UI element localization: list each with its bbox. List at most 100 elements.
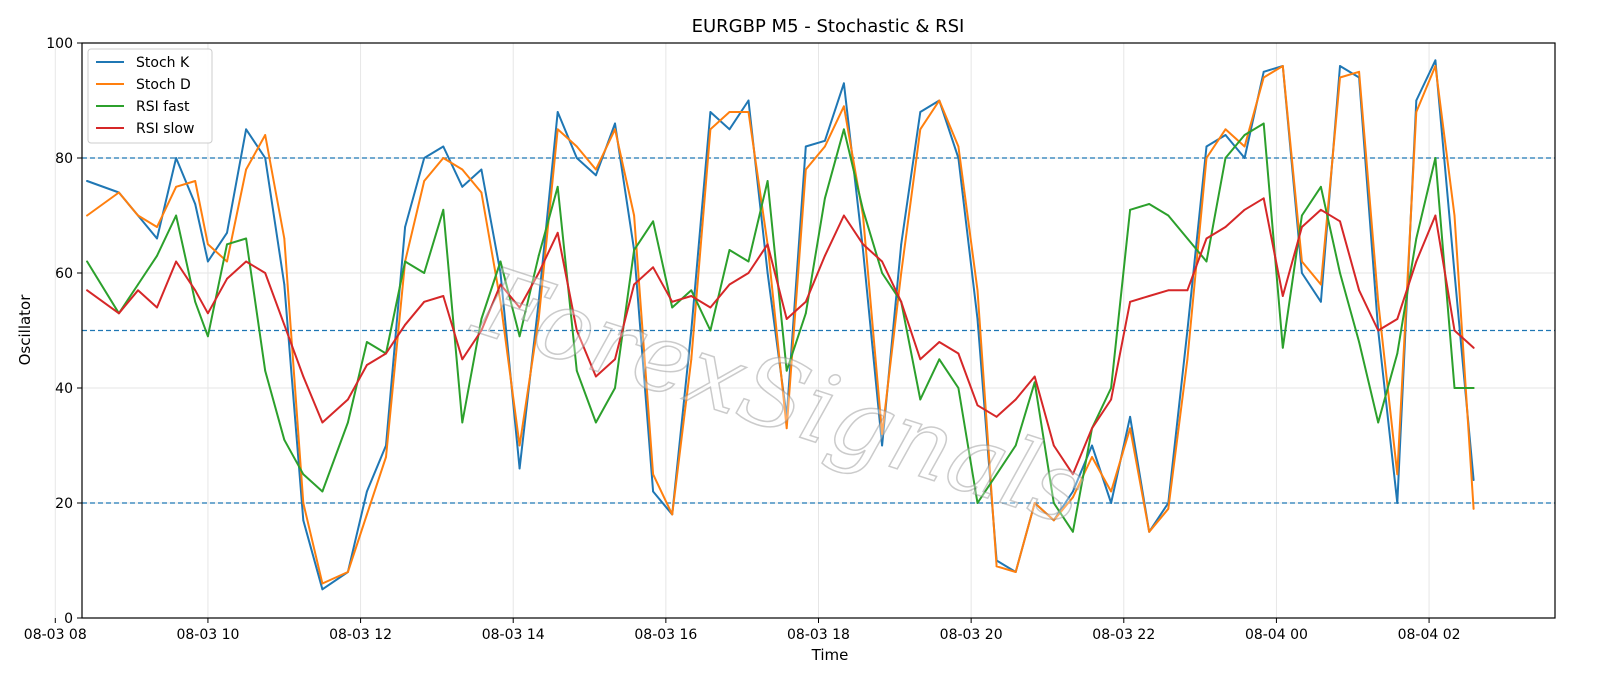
data-point-rsi-slow [1320, 208, 1322, 211]
data-point-stoch-k [480, 168, 483, 171]
series-lines [86, 59, 1475, 591]
data-point-stoch-d [423, 180, 426, 182]
data-point-stoch-d [518, 444, 521, 447]
data-point-stoch-k [652, 490, 654, 493]
data-point-rsi-fast [633, 249, 635, 251]
data-point-stoch-d [556, 128, 559, 131]
data-point-rsi-fast [245, 237, 248, 240]
data-point-rsi-slow [347, 398, 349, 401]
data-point-rsi-fast [614, 387, 616, 389]
data-point-rsi-slow [919, 358, 922, 361]
data-point-stoch-k [321, 588, 324, 591]
data-point-stoch-d [1396, 473, 1399, 476]
data-point-stoch-d [1033, 502, 1036, 504]
data-point-stoch-k [728, 128, 731, 131]
data-point-rsi-fast [785, 369, 788, 372]
data-point-stoch-k [302, 519, 305, 522]
data-point-rsi-fast [1243, 134, 1246, 136]
data-point-rsi-slow [423, 300, 426, 303]
data-point-stoch-d [690, 358, 693, 361]
data-point-stoch-d [1358, 70, 1360, 73]
data-point-stoch-k [283, 283, 286, 286]
data-point-rsi-slow [766, 243, 769, 246]
chart-title: EURGBP M5 - Stochastic & RSI [692, 16, 965, 37]
data-point-stoch-d [843, 105, 845, 108]
data-point-stoch-k [919, 111, 922, 113]
data-point-rsi-fast [1472, 387, 1475, 389]
data-point-rsi-fast [321, 490, 324, 493]
data-point-stoch-k [747, 99, 750, 102]
x-tick-label: 08-03 16 [634, 627, 697, 643]
data-point-stoch-k [175, 157, 178, 159]
data-point-stoch-d [957, 145, 960, 148]
y-tick-label: 60 [55, 266, 73, 282]
data-point-rsi-slow [1129, 300, 1131, 303]
data-point-rsi-slow [175, 260, 178, 263]
data-point-stoch-k [1186, 329, 1189, 332]
legend-label-rsi-fast: RSI fast [136, 99, 190, 115]
data-point-rsi-slow [614, 358, 616, 361]
data-point-stoch-k [843, 82, 845, 85]
data-point-rsi-fast [442, 208, 445, 211]
data-point-stoch-d [976, 289, 979, 292]
data-point-rsi-fast [1415, 237, 1418, 240]
data-point-rsi-fast [537, 254, 540, 257]
x-tick-label: 08-04 02 [1398, 627, 1461, 643]
data-point-stoch-k [862, 249, 864, 251]
data-point-stoch-k [881, 444, 883, 447]
data-point-stoch-k [1396, 502, 1399, 504]
series-points-rsi-slow [86, 197, 1475, 476]
legend-label-stoch-d: Stoch D [136, 77, 191, 93]
data-point-stoch-k [442, 145, 445, 148]
data-point-rsi-slow [995, 415, 998, 418]
data-point-stoch-d [1415, 111, 1418, 113]
data-point-stoch-d [347, 571, 349, 573]
x-tick-label: 08-03 22 [1092, 627, 1155, 643]
data-point-rsi-fast [976, 502, 979, 504]
y-tick-label: 40 [55, 381, 73, 397]
data-point-stoch-d [1243, 145, 1246, 148]
data-point-rsi-fast [226, 243, 228, 246]
legend: Stoch K Stoch D RSI fast RSI slow [87, 48, 213, 144]
data-point-stoch-k [1205, 145, 1208, 148]
axes: 08-03 08 08-03 10 08-03 12 08-03 14 08-03 16… [24, 36, 1461, 643]
data-point-rsi-fast [1167, 214, 1170, 217]
data-point-rsi-fast [404, 260, 406, 263]
data-point-stoch-k [900, 243, 903, 246]
data-point-rsi-fast [461, 421, 464, 424]
data-point-stoch-k [1129, 415, 1131, 418]
y-tick-label: 100 [46, 36, 73, 52]
x-tick-label: 08-03 10 [176, 627, 239, 643]
data-point-stoch-k [1072, 490, 1074, 493]
data-point-stoch-d [1148, 530, 1151, 533]
data-point-rsi-slow [537, 272, 540, 274]
data-point-stoch-d [671, 513, 674, 516]
data-point-stoch-k [957, 157, 960, 159]
data-point-rsi-slow [709, 306, 712, 309]
data-point-stoch-k [245, 128, 248, 131]
data-point-rsi-slow [690, 295, 693, 297]
data-point-stoch-d [614, 128, 616, 131]
data-point-rsi-slow [1358, 289, 1360, 292]
data-point-rsi-fast [766, 180, 769, 182]
data-point-stoch-k [1262, 70, 1265, 73]
data-point-rsi-slow [366, 364, 368, 366]
data-point-rsi-slow [785, 318, 788, 320]
data-point-rsi-slow [728, 283, 731, 286]
data-point-rsi-fast [1224, 157, 1227, 159]
data-point-stoch-k [1434, 59, 1437, 62]
data-point-stoch-d [207, 243, 209, 246]
data-point-stoch-k [1091, 444, 1093, 447]
data-point-stoch-d [595, 168, 597, 171]
data-point-stoch-k [537, 300, 540, 303]
data-point-rsi-fast [728, 249, 731, 251]
data-point-stoch-d [1472, 507, 1475, 510]
data-point-rsi-slow [1224, 226, 1227, 228]
data-point-stoch-k [1339, 65, 1341, 67]
data-point-stoch-d [652, 473, 654, 476]
data-point-rsi-slow [156, 306, 158, 309]
data-point-stoch-k [156, 237, 158, 240]
data-point-stoch-d [1091, 456, 1093, 458]
data-point-rsi-slow [938, 341, 941, 343]
data-point-stoch-k [1301, 272, 1303, 274]
